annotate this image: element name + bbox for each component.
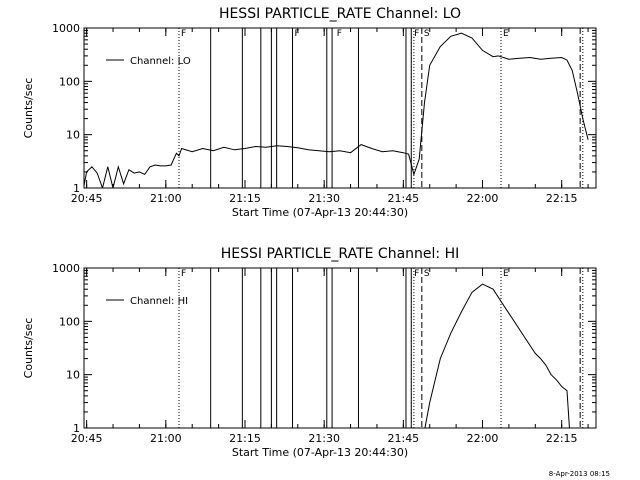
y-tick-label: 1000 — [52, 262, 80, 275]
y-tick-label: 100 — [59, 75, 80, 88]
series-line — [424, 283, 570, 428]
x-tick-label: 21:30 — [308, 432, 340, 445]
x-tick-label: 21:30 — [308, 192, 340, 205]
x-axis-label: Start Time (07-Apr-13 20:44:30) — [232, 206, 408, 219]
hi-channel-panel: HESSI PARTICLE_RATE Channel: HIF F S E20:45… — [22, 246, 597, 459]
x-tick-label: 22:15 — [546, 432, 578, 445]
event-label: F — [337, 29, 342, 39]
event-label: F — [414, 29, 419, 39]
x-tick-label: 22:00 — [467, 192, 499, 205]
event-label: E — [503, 269, 509, 279]
y-axis-label: Counts/sec — [22, 318, 35, 379]
event-label: F — [414, 269, 419, 279]
series-line — [84, 32, 589, 188]
chart-title: HESSI PARTICLE_RATE Channel: LO — [219, 6, 461, 22]
y-tick-label: 10 — [66, 129, 80, 142]
plot-frame — [83, 267, 597, 429]
x-tick-label: 21:00 — [150, 192, 182, 205]
lo-channel-panel: HESSI PARTICLE_RATE Channel: LOF F F F S E20:… — [22, 6, 597, 219]
x-tick-label: 20:45 — [71, 192, 103, 205]
chart-title: HESSI PARTICLE_RATE Channel: HI — [221, 246, 459, 262]
event-label: F — [294, 29, 299, 39]
x-tick-label: 21:15 — [229, 192, 261, 205]
y-tick-label: 1 — [73, 182, 80, 195]
event-label: E — [503, 29, 509, 39]
x-tick-label: 22:00 — [467, 432, 499, 445]
x-tick-label: 22:15 — [546, 192, 578, 205]
legend-label: Channel: LO — [130, 56, 191, 67]
y-axis-label: Counts/sec — [22, 78, 35, 139]
x-tick-label: 21:15 — [229, 432, 261, 445]
x-tick-label: 21:45 — [387, 432, 419, 445]
legend-label: Channel: HI — [130, 296, 188, 307]
y-tick-label: 1 — [73, 422, 80, 435]
event-label: S — [424, 269, 430, 279]
event-label: F — [181, 269, 186, 279]
x-tick-label: 21:00 — [150, 432, 182, 445]
x-axis-label: Start Time (07-Apr-13 20:44:30) — [232, 446, 408, 459]
plot-frame — [83, 27, 597, 189]
y-tick-label: 10 — [66, 369, 80, 382]
event-label: F — [181, 29, 186, 39]
y-tick-label: 1000 — [52, 22, 80, 35]
x-tick-label: 20:45 — [71, 432, 103, 445]
event-label: S — [424, 29, 430, 39]
y-tick-label: 100 — [59, 315, 80, 328]
footer-timestamp: 8-Apr-2013 08:15 — [549, 470, 610, 478]
x-tick-label: 21:45 — [387, 192, 419, 205]
